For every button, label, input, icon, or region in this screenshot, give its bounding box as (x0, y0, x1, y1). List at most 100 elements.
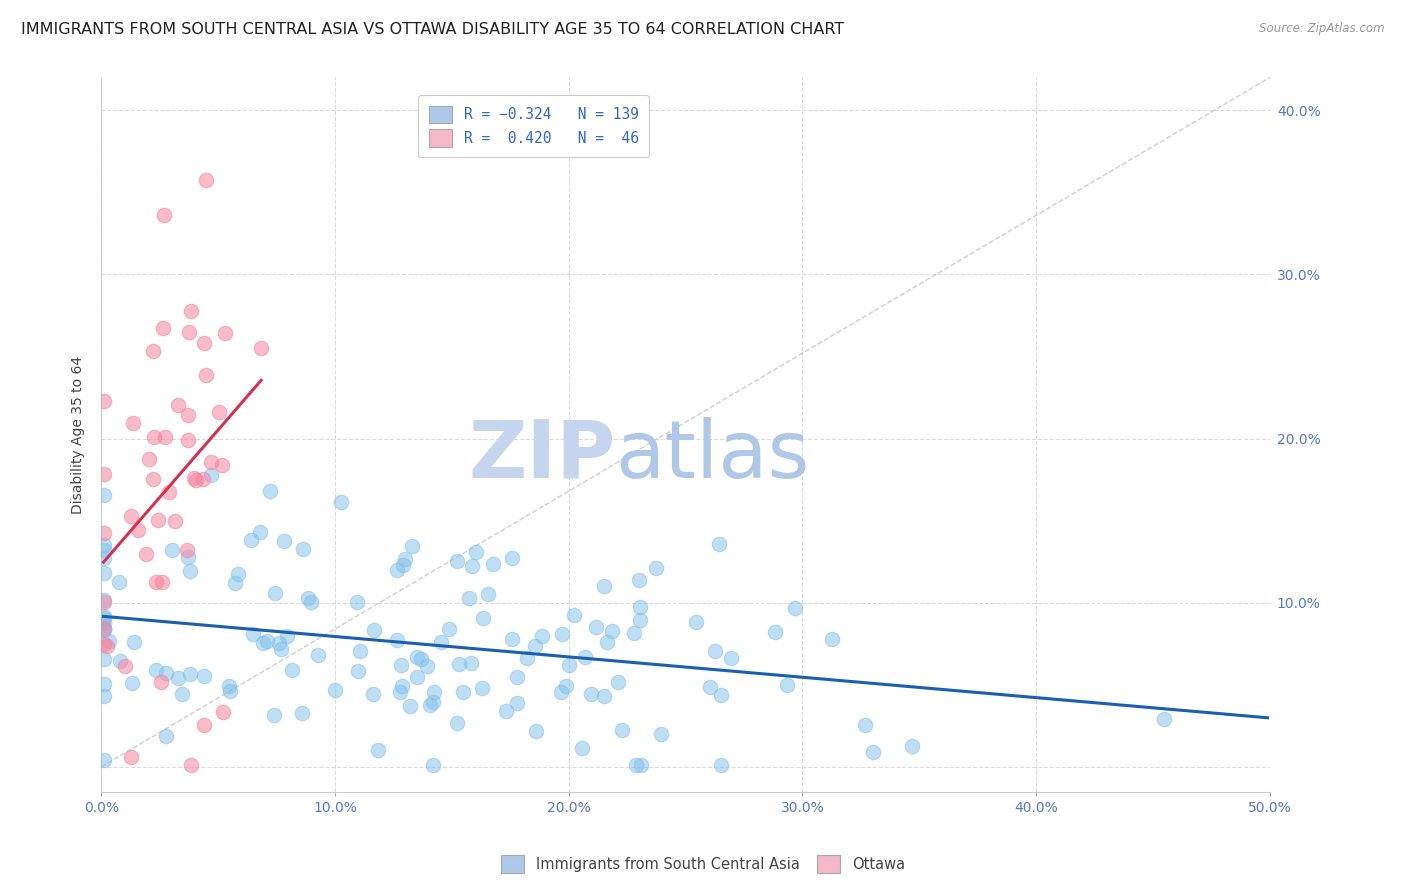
Point (630, 758, 652, 772)
Point (422, 758, 444, 772)
Point (142, 343, 165, 358)
Legend: R = −0.324   N = 139, R =  0.420   N =  46: R = −0.324 N = 139, R = 0.420 N = 46 (419, 95, 648, 157)
Point (239, 533, 262, 547)
Point (524, 723, 547, 738)
Point (180, 304, 202, 318)
Point (93, 652, 115, 666)
Point (391, 679, 413, 693)
Point (405, 670, 427, 684)
Point (93, 538, 115, 552)
Point (120, 750, 142, 764)
Point (763, 625, 786, 640)
Point (270, 641, 292, 656)
Point (291, 706, 314, 721)
Point (150, 574, 173, 589)
Point (291, 542, 314, 557)
Point (157, 485, 180, 500)
Point (127, 523, 149, 537)
Point (406, 649, 429, 664)
Point (93, 551, 115, 566)
Point (250, 341, 273, 355)
Point (650, 727, 672, 741)
Point (93, 488, 115, 502)
Point (143, 430, 166, 444)
Point (385, 563, 408, 577)
Point (419, 698, 441, 712)
Point (93, 394, 115, 409)
Point (607, 675, 630, 690)
Point (93, 615, 115, 630)
Point (93, 624, 115, 638)
Point (93, 467, 115, 481)
Point (710, 758, 733, 772)
Point (685, 615, 707, 630)
Point (623, 625, 645, 640)
Text: Source: ZipAtlas.com: Source: ZipAtlas.com (1260, 22, 1385, 36)
Point (349, 644, 371, 658)
Point (281, 663, 304, 677)
Point (93, 753, 115, 767)
Point (446, 715, 468, 730)
Point (558, 657, 581, 672)
Point (389, 657, 412, 672)
Point (142, 472, 165, 486)
Point (194, 173, 217, 187)
Point (263, 708, 285, 723)
Point (704, 644, 727, 658)
Point (191, 472, 214, 486)
Point (176, 542, 198, 557)
Point (562, 608, 585, 623)
Point (93, 622, 115, 636)
Point (152, 321, 174, 335)
Point (114, 658, 136, 673)
Point (347, 665, 370, 679)
Point (264, 586, 287, 600)
Point (785, 601, 807, 615)
Point (645, 561, 668, 575)
Point (862, 745, 884, 759)
Point (259, 483, 281, 498)
Point (224, 576, 246, 591)
Point (471, 611, 494, 625)
Point (218, 679, 240, 693)
Point (200, 455, 222, 469)
Point (135, 547, 157, 561)
Point (530, 630, 553, 644)
Point (93, 542, 115, 557)
Point (146, 513, 169, 527)
Point (471, 681, 494, 695)
Point (628, 599, 651, 614)
Point (482, 558, 505, 572)
Text: IMMIGRANTS FROM SOUTH CENTRAL ASIA VS OTTAWA DISABILITY AGE 35 TO 64 CORRELATION: IMMIGRANTS FROM SOUTH CENTRAL ASIA VS OT… (21, 22, 845, 37)
Point (121, 675, 143, 690)
Point (179, 666, 201, 681)
Point (506, 696, 529, 710)
Point (167, 399, 190, 413)
Point (820, 632, 842, 646)
Point (447, 657, 470, 671)
Point (422, 694, 444, 708)
Point (464, 544, 486, 558)
Point (93, 566, 115, 580)
Point (177, 549, 200, 564)
Point (193, 669, 215, 683)
Point (273, 534, 295, 549)
Point (391, 558, 413, 573)
Point (346, 595, 368, 609)
Point (523, 640, 546, 654)
Text: atlas: atlas (616, 417, 810, 495)
Point (124, 635, 146, 649)
Point (155, 665, 177, 680)
Point (323, 682, 346, 697)
Point (145, 575, 167, 590)
Point (423, 685, 446, 699)
Point (155, 730, 177, 744)
Point (297, 591, 319, 605)
Point (451, 685, 474, 699)
Point (630, 613, 652, 627)
Point (186, 473, 208, 487)
Point (176, 434, 198, 448)
Point (699, 681, 721, 695)
Y-axis label: Disability Age 35 to 64: Disability Age 35 to 64 (72, 355, 86, 514)
Point (707, 536, 730, 550)
